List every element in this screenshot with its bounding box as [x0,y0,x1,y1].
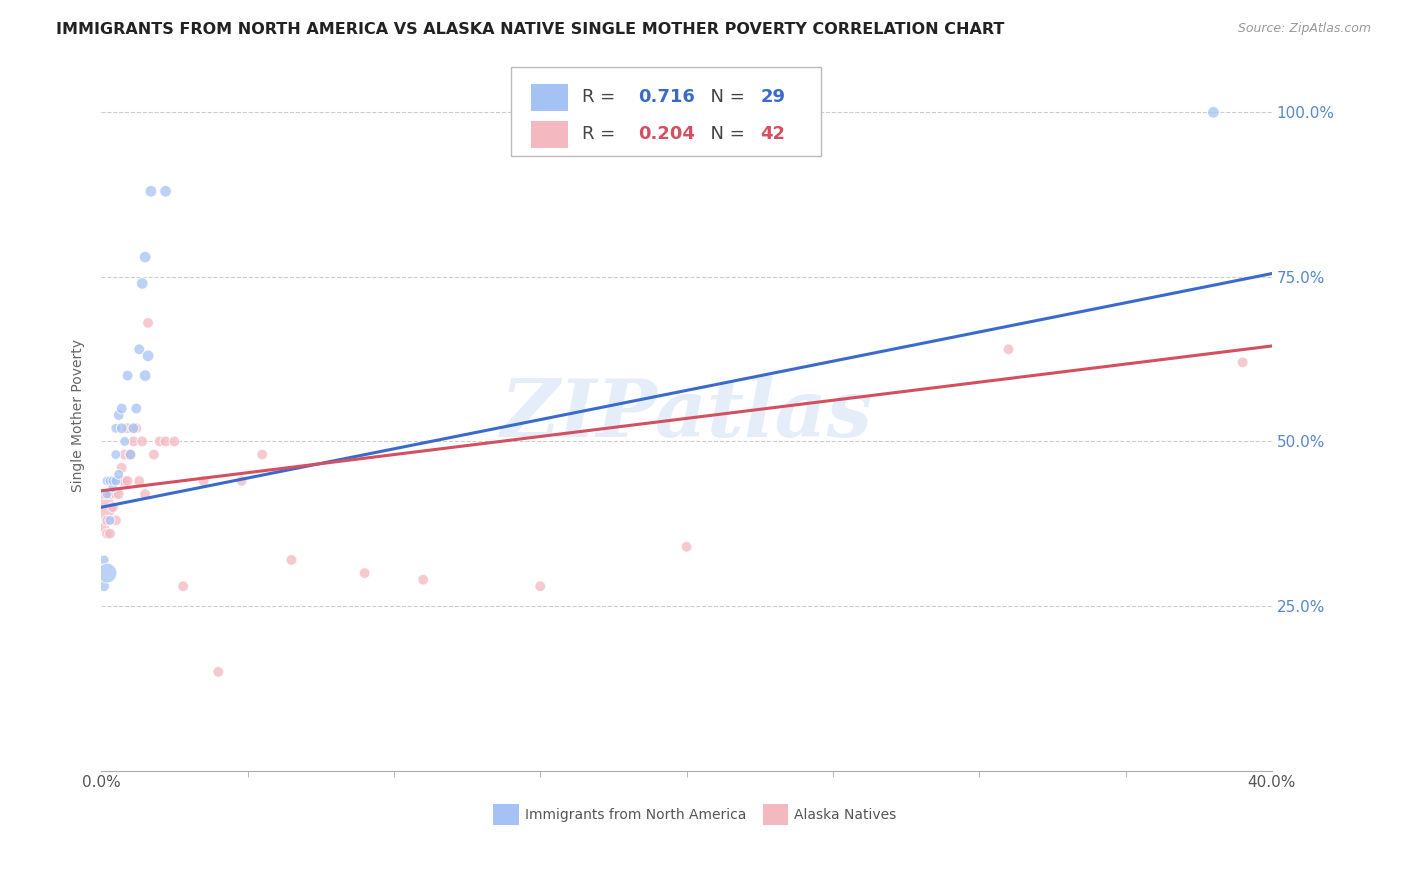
Text: 0.716: 0.716 [638,88,696,106]
Text: IMMIGRANTS FROM NORTH AMERICA VS ALASKA NATIVE SINGLE MOTHER POVERTY CORRELATION: IMMIGRANTS FROM NORTH AMERICA VS ALASKA … [56,22,1005,37]
Point [111,421,134,435]
Point [131,434,153,449]
Point [250,448,273,462]
Point [117,421,139,435]
Point [93,579,115,593]
Point [104,421,127,435]
Text: Alaska Natives: Alaska Natives [794,807,897,822]
Point [104,513,127,527]
Point [120,448,142,462]
Point [107,474,129,488]
Point [93,487,115,501]
Point [155,184,177,198]
FancyBboxPatch shape [762,804,789,825]
Point [193,474,215,488]
FancyBboxPatch shape [531,84,568,111]
Point [98,513,121,527]
Point [136,349,159,363]
Y-axis label: Single Mother Poverty: Single Mother Poverty [72,339,86,491]
Point [529,579,551,593]
Point [93,500,115,515]
Point [122,421,145,435]
FancyBboxPatch shape [531,120,568,148]
Point [149,434,172,449]
Point [93,520,115,534]
Point [96,526,118,541]
Point [131,277,153,291]
Text: 42: 42 [761,125,786,144]
Point [111,474,134,488]
Point [142,448,165,462]
Point [93,553,115,567]
Point [107,487,129,501]
Text: ZIPatlas: ZIPatlas [501,376,873,454]
FancyBboxPatch shape [494,804,519,825]
Point [163,434,186,449]
Point [997,343,1019,357]
Point [98,487,121,501]
Point [96,474,118,488]
Point [120,448,142,462]
Point [111,401,134,416]
Text: Source: ZipAtlas.com: Source: ZipAtlas.com [1237,22,1371,36]
Point [412,573,434,587]
Point [114,474,136,488]
FancyBboxPatch shape [510,67,821,155]
Point [353,566,375,580]
Point [207,665,229,679]
Point [139,184,162,198]
Point [114,448,136,462]
Text: Immigrants from North America: Immigrants from North America [524,807,747,822]
Point [107,467,129,482]
Text: 29: 29 [761,88,786,106]
Text: R =: R = [582,88,627,106]
Point [104,448,127,462]
Text: N =: N = [699,88,751,106]
Point [98,474,121,488]
Point [101,481,124,495]
Point [125,421,148,435]
Point [1202,105,1225,120]
Point [96,513,118,527]
Point [111,460,134,475]
Text: R =: R = [582,125,627,144]
Text: N =: N = [699,125,751,144]
Point [128,343,150,357]
Point [125,401,148,416]
Point [280,553,302,567]
Point [675,540,697,554]
Point [136,316,159,330]
Point [98,526,121,541]
Point [134,250,156,264]
Point [231,474,253,488]
Point [128,474,150,488]
Point [134,368,156,383]
Point [155,434,177,449]
Point [104,487,127,501]
Point [101,500,124,515]
Point [104,474,127,488]
Point [1232,355,1254,369]
Text: 0.204: 0.204 [638,125,696,144]
Point [101,474,124,488]
Point [107,408,129,422]
Point [172,579,194,593]
Point [134,487,156,501]
Point [122,434,145,449]
Point [96,487,118,501]
Point [96,566,118,580]
Point [114,434,136,449]
Point [117,474,139,488]
Point [101,474,124,488]
Point [117,368,139,383]
